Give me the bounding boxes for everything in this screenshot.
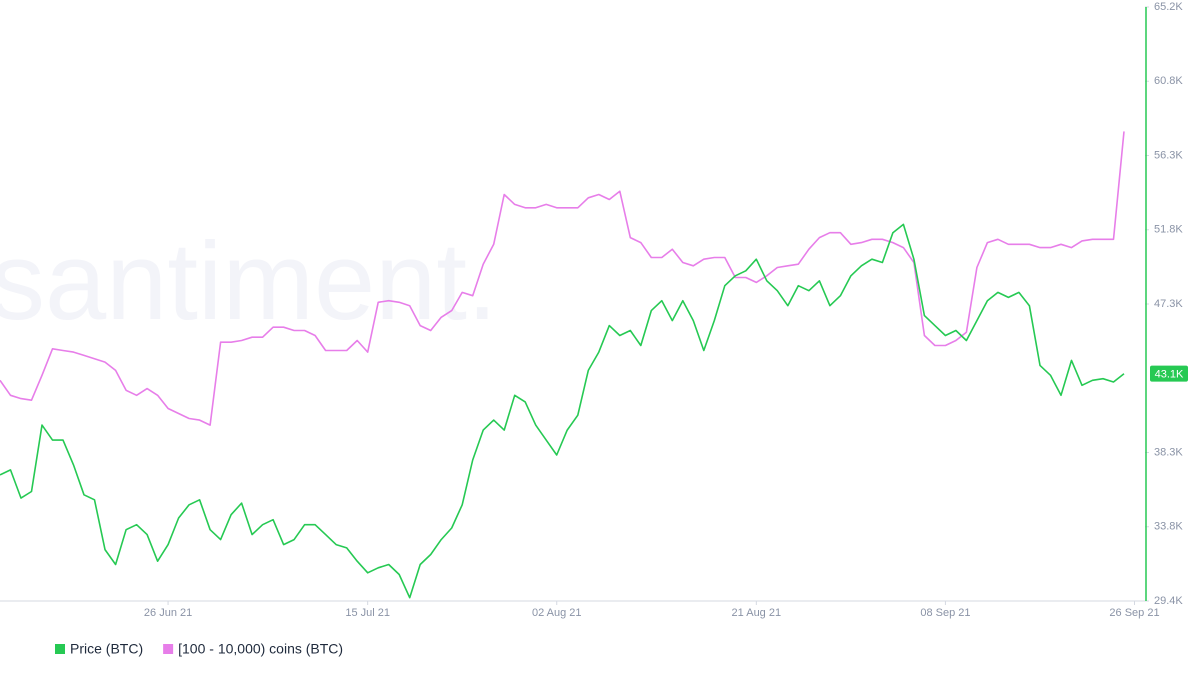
series-line (0, 223, 1125, 599)
watermark: santiment. (0, 220, 497, 343)
x-tick-label: 26 Sep 21 (1109, 607, 1159, 619)
y-tick-label: 38.3K (1154, 446, 1183, 458)
x-tick-label: 21 Aug 21 (732, 607, 782, 619)
last-value-badge (1150, 365, 1188, 382)
x-tick-label: 08 Sep 21 (920, 607, 970, 619)
y-tick-label: 33.8K (1154, 521, 1183, 533)
y-tick-label: 65.2K (1154, 1, 1183, 13)
y-tick-label: 51.8K (1154, 224, 1183, 236)
x-tick-label: 15 Jul 21 (345, 607, 390, 619)
y-tick-label: 47.3K (1154, 298, 1183, 310)
y-tick-label: 29.4K (1154, 595, 1183, 607)
x-tick-label: 02 Aug 21 (532, 607, 582, 619)
y-tick-label: 60.8K (1154, 75, 1183, 87)
legend-swatch (163, 644, 174, 654)
y-tick-label: 56.3K (1154, 149, 1183, 161)
legend-label: [100 - 10,000) coins (BTC) (178, 641, 343, 657)
x-tick-label: 26 Jun 21 (144, 607, 192, 619)
legend-swatch (55, 644, 65, 654)
legend-label: Price (BTC) (70, 641, 143, 657)
series-line (0, 131, 1125, 426)
last-value-label: 43.1K (1155, 369, 1184, 381)
